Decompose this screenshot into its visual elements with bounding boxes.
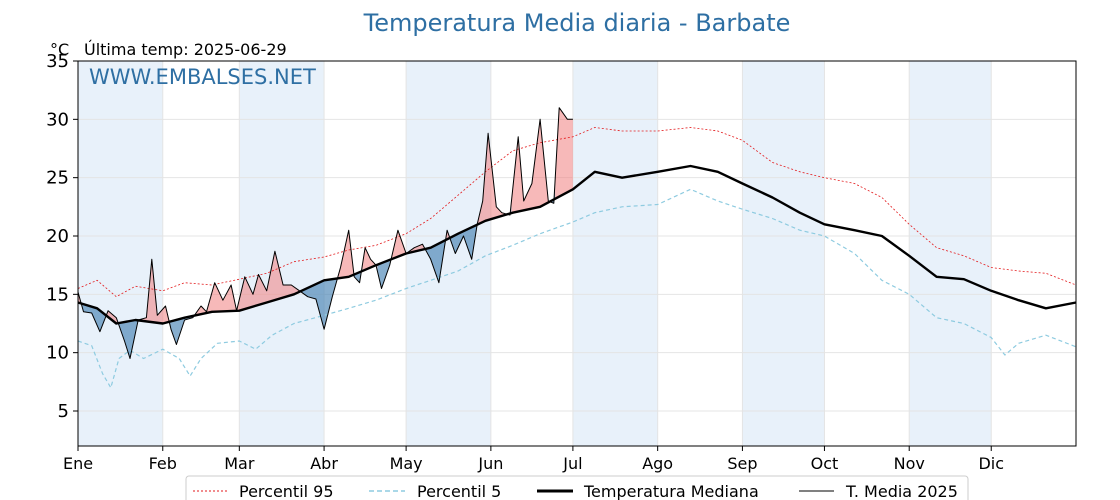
above-median-fill xyxy=(391,230,426,260)
y-tick-label: 15 xyxy=(46,284,69,305)
month-band-may xyxy=(406,61,491,446)
legend-box xyxy=(185,475,969,500)
x-tick-label: Ene xyxy=(63,454,93,473)
x-tick-label: Ago xyxy=(642,454,673,473)
y-tick-label: 20 xyxy=(46,226,69,247)
below-median-fill xyxy=(82,303,107,332)
legend-current-label: T. Media 2025 xyxy=(845,482,958,500)
month-bands xyxy=(78,61,992,446)
below-median-fill xyxy=(425,238,446,283)
median-line xyxy=(77,164,1077,325)
x-axis-ticks: Ene Feb Mar Abr May Jun Jul Ago Sep Oct Nov Dic xyxy=(63,446,1004,473)
below-median-fill xyxy=(449,224,478,260)
p95-line xyxy=(77,127,1077,298)
plot-frame xyxy=(77,60,1077,447)
x-tick-label: Abr xyxy=(310,454,338,473)
x-tick-label: Jun xyxy=(477,454,503,473)
month-band-sep xyxy=(742,61,825,446)
x-tick-label: Sep xyxy=(727,454,757,473)
x-tick-label: Dic xyxy=(978,454,1004,473)
unit-label: °C xyxy=(50,40,69,59)
y-tick-label: 30 xyxy=(46,109,69,130)
month-band-mar xyxy=(239,61,325,446)
legend-p95-label: Percentil 95 xyxy=(239,482,334,500)
below-median-fill xyxy=(169,313,196,345)
y-tick-label: 10 xyxy=(46,343,69,364)
chart-title: Temperatura Media diaria - Barbate xyxy=(363,9,791,37)
month-band-ene xyxy=(78,61,163,446)
y-tick-label: 5 xyxy=(58,401,69,422)
below-median-fill xyxy=(377,259,392,289)
legend-p5-label: Percentil 5 xyxy=(417,482,501,500)
p5-line xyxy=(77,188,1077,389)
x-tick-label: Jul xyxy=(562,454,582,473)
y-axis-ticks: 5 10 15 20 25 30 35 xyxy=(46,51,78,422)
y-tick-label: 35 xyxy=(46,51,69,72)
legend-median-label: Temperatura Mediana xyxy=(583,482,759,500)
above-median-fill xyxy=(555,107,573,199)
watermark: WWW.EMBALSES.NET xyxy=(89,65,316,89)
x-tick-label: Feb xyxy=(149,454,177,473)
x-tick-label: Mar xyxy=(224,454,255,473)
last-temp-label: Última temp: 2025-06-29 xyxy=(84,40,287,59)
x-tick-label: Oct xyxy=(811,454,839,473)
y-tick-label: 25 xyxy=(46,168,69,189)
below-median-fill xyxy=(300,277,338,330)
month-band-nov xyxy=(909,61,992,446)
month-band-jul xyxy=(572,61,658,446)
x-tick-label: Nov xyxy=(894,454,925,473)
below-median-fill xyxy=(119,320,139,359)
x-tick-label: May xyxy=(390,454,423,473)
legend: Percentil 95 Percentil 5 Temperatura Med… xyxy=(185,475,969,500)
current-year-line xyxy=(77,107,573,359)
above-median-fill xyxy=(138,259,170,324)
series-lines xyxy=(77,107,1077,389)
